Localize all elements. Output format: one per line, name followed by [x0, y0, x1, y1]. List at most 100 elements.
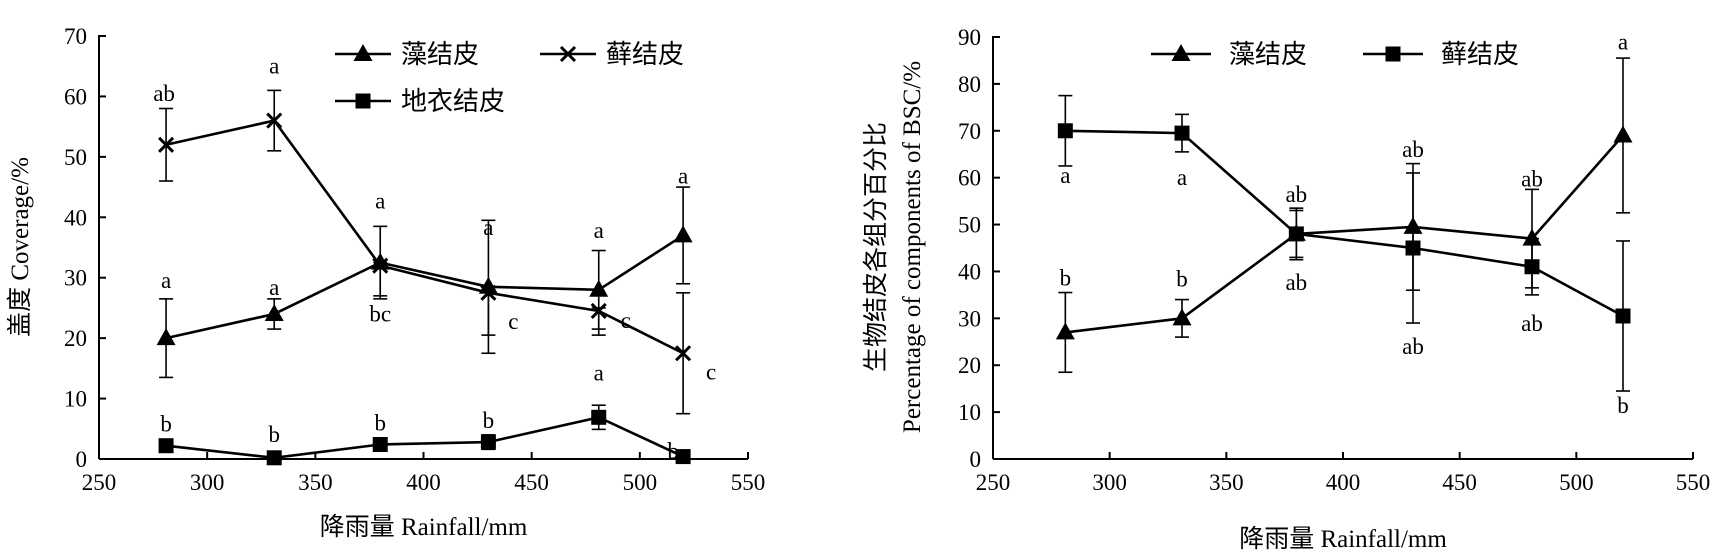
significance-label: a — [1060, 163, 1070, 188]
data-point-x — [480, 284, 497, 301]
y-tick-label: 50 — [64, 145, 87, 170]
legend-item: 藓结皮 — [1363, 40, 1519, 69]
y-tick-label: 70 — [958, 119, 981, 144]
y-tick-label: 60 — [958, 166, 981, 191]
significance-label: b — [483, 408, 495, 433]
data-point-triangle — [673, 225, 693, 243]
significance-label: a — [1618, 29, 1628, 54]
significance-label: a — [269, 54, 279, 79]
legend-label: 藻结皮 — [401, 40, 479, 69]
significance-label: a — [483, 215, 493, 240]
data-point-square — [591, 409, 607, 425]
data-point-x — [158, 136, 175, 153]
significance-label: ab — [153, 81, 175, 106]
x-tick-label: 450 — [514, 470, 549, 495]
x-tick-label: 300 — [190, 470, 225, 495]
y-tick-label: 40 — [64, 205, 87, 230]
x-axis-title: 降雨量 Rainfall/mm — [1239, 525, 1447, 553]
significance-label: ab — [1521, 167, 1543, 192]
legend-label: 藻结皮 — [1229, 40, 1307, 69]
legend-marker-square — [1385, 46, 1401, 62]
y-tick-label: 20 — [958, 353, 981, 378]
data-point-square — [1174, 125, 1190, 141]
y-tick-label: 40 — [958, 259, 981, 284]
data-point-square — [1524, 259, 1540, 275]
chart-percentage: 0 10 20 30 40 50 60 70 80 90 250 300 350 400 450 500 550… — [862, 25, 1710, 553]
series-square: a a ab ab ab b — [1057, 94, 1631, 418]
x-tick-label: 350 — [1209, 470, 1244, 495]
data-point-square — [372, 436, 388, 452]
x-tick-label: 350 — [298, 470, 333, 495]
y-tick-label: 80 — [958, 72, 981, 97]
y-tick-label: 90 — [958, 25, 981, 50]
y-tick-label: 60 — [64, 84, 87, 109]
data-point-triangle — [1522, 228, 1542, 246]
significance-label: bc — [369, 302, 391, 327]
data-point-square — [480, 434, 496, 450]
x-tick-label: 550 — [731, 470, 766, 495]
x-tick-label: 550 — [1676, 470, 1711, 495]
y-tick-label: 0 — [970, 447, 982, 472]
series-line — [165, 415, 684, 460]
x-tick-label: 500 — [1559, 470, 1594, 495]
significance-label: b — [268, 422, 280, 447]
significance-label: ab — [1521, 311, 1543, 336]
series-line — [1065, 134, 1624, 334]
legend-marker-x — [559, 45, 577, 63]
data-point-square — [675, 449, 691, 465]
x-tick-label: 400 — [1326, 470, 1361, 495]
legend-item: 藻结皮 — [1151, 40, 1307, 69]
series-line — [165, 234, 684, 340]
data-point-square — [158, 438, 174, 454]
y-axis-title: 盖度 Coverage/% — [6, 157, 34, 337]
series-square: b b b b a b — [158, 360, 691, 466]
x-axis-title: 降雨量 Rainfall/mm — [320, 513, 528, 541]
significance-label: a — [1177, 165, 1187, 190]
series-triangle: a a a a a a — [156, 163, 693, 379]
data-point-square — [266, 450, 282, 466]
legend-item: 藻结皮 — [335, 40, 479, 69]
significance-label: b — [374, 410, 386, 435]
data-point-x — [590, 302, 607, 320]
x-tick-label: 450 — [1442, 470, 1477, 495]
x-tick-label: 400 — [406, 470, 441, 495]
y-tick-label: 30 — [64, 266, 87, 291]
x-tick-label: 250 — [82, 470, 117, 495]
significance-label: ab — [1285, 270, 1307, 295]
data-point-triangle — [1055, 322, 1075, 340]
legend-label: 藓结皮 — [1441, 40, 1519, 69]
chart-coverage: 0 10 20 30 40 50 60 70 250 300 350 400 450 500 550 降雨量 … — [6, 24, 765, 541]
x-tick-label: 300 — [1092, 470, 1127, 495]
legend-label: 藓结皮 — [606, 40, 684, 69]
significance-label: a — [678, 163, 688, 188]
y-tick-label: 50 — [958, 213, 981, 238]
y-tick-label: 30 — [958, 306, 981, 331]
significance-label: b — [160, 412, 172, 437]
series-line — [1065, 129, 1624, 318]
significance-label: a — [269, 275, 279, 300]
significance-label: c — [706, 359, 716, 384]
legend-label: 地衣结皮 — [401, 87, 505, 116]
y-tick-label: 10 — [958, 400, 981, 425]
significance-label: ab — [1402, 334, 1424, 359]
data-point-square — [1615, 308, 1631, 324]
data-point-square — [1057, 123, 1073, 139]
data-point-triangle — [264, 303, 284, 321]
data-point-x — [372, 257, 389, 274]
y-tick-label: 10 — [64, 387, 87, 412]
series-line — [165, 119, 684, 355]
significance-label: a — [161, 268, 171, 293]
significance-label: c — [621, 308, 631, 333]
significance-label: b — [1176, 266, 1188, 291]
significance-label: ab — [1402, 137, 1424, 162]
data-point-triangle — [1613, 125, 1633, 143]
data-point-triangle — [370, 252, 390, 270]
legend-marker-triangle — [1171, 44, 1191, 61]
x-tick-label: 500 — [623, 470, 658, 495]
significance-label: b — [1060, 265, 1072, 290]
significance-label: a — [375, 189, 385, 214]
significance-label: a — [594, 218, 604, 243]
data-point-x — [675, 345, 692, 362]
